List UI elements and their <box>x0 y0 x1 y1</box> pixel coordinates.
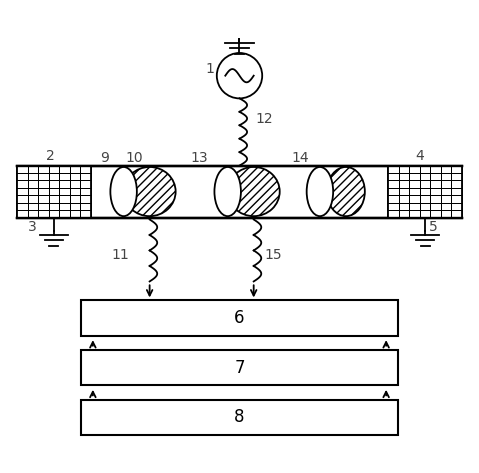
Text: 3: 3 <box>28 220 37 234</box>
Bar <box>17 166 462 218</box>
Text: 13: 13 <box>191 151 208 166</box>
Ellipse shape <box>307 167 333 216</box>
Ellipse shape <box>124 167 176 216</box>
Text: 7: 7 <box>234 359 245 377</box>
Ellipse shape <box>228 167 280 216</box>
Bar <box>81 400 398 435</box>
Bar <box>81 350 398 385</box>
Text: 1: 1 <box>206 61 215 76</box>
Text: 2: 2 <box>46 149 55 163</box>
Bar <box>388 166 462 218</box>
Text: 12: 12 <box>256 112 274 126</box>
Bar <box>388 166 462 218</box>
Text: 8: 8 <box>234 408 245 427</box>
Text: 10: 10 <box>125 151 143 166</box>
Text: 5: 5 <box>429 220 438 234</box>
Ellipse shape <box>215 167 241 216</box>
Ellipse shape <box>327 167 365 216</box>
Text: 6: 6 <box>234 309 245 327</box>
Text: 14: 14 <box>291 151 309 166</box>
Bar <box>81 300 398 336</box>
Bar <box>17 166 91 218</box>
Ellipse shape <box>110 167 137 216</box>
Text: 11: 11 <box>112 248 129 263</box>
Bar <box>17 166 91 218</box>
Text: 15: 15 <box>265 248 282 263</box>
Text: 4: 4 <box>415 149 423 163</box>
Text: 9: 9 <box>100 151 109 166</box>
